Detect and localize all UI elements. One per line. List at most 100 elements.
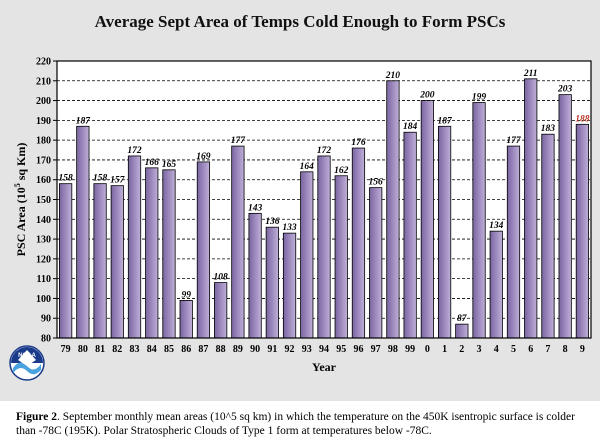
bar bbox=[231, 145, 245, 339]
bar bbox=[455, 323, 469, 339]
bar-value-label: 134 bbox=[489, 221, 504, 231]
x-tick-label: 90 bbox=[250, 344, 260, 355]
x-tick-label: 85 bbox=[164, 344, 174, 355]
bar bbox=[403, 131, 417, 339]
x-tick-label: 9 bbox=[580, 344, 585, 355]
bar bbox=[214, 282, 228, 339]
bar bbox=[524, 78, 538, 339]
x-tick-label: 95 bbox=[336, 344, 346, 355]
x-tick-label: 97 bbox=[371, 344, 381, 355]
bar bbox=[196, 161, 211, 339]
bar-value-label: 176 bbox=[351, 138, 366, 148]
bar-value-label: 211 bbox=[523, 69, 538, 79]
x-axis-label: Year bbox=[312, 360, 337, 374]
bar-value-label: 136 bbox=[265, 217, 280, 227]
bar-value-label: 199 bbox=[472, 93, 487, 103]
bar bbox=[110, 185, 124, 339]
bar-value-label: 133 bbox=[282, 223, 297, 233]
caption-text: . September monthly mean areas (10^5 sq … bbox=[16, 411, 575, 437]
bar-value-label: 158 bbox=[58, 174, 73, 184]
y-tick-label: 150 bbox=[36, 195, 51, 206]
y-axis-label-part: PSC Area (10 bbox=[14, 187, 28, 256]
x-tick-label: 94 bbox=[319, 344, 329, 355]
bar bbox=[145, 167, 159, 339]
y-tick-label: 210 bbox=[36, 76, 51, 87]
bar-value-label: 165 bbox=[162, 160, 177, 170]
bar bbox=[420, 100, 434, 339]
chart-plot: 8090100110120130140150160170180190200210… bbox=[9, 57, 592, 381]
bar bbox=[506, 145, 521, 339]
bar-value-label: 203 bbox=[557, 85, 573, 95]
x-tick-label: 8 bbox=[563, 344, 568, 355]
x-tick-label: 99 bbox=[405, 344, 415, 355]
x-tick-label: 4 bbox=[494, 344, 499, 355]
x-tick-label: 96 bbox=[353, 344, 363, 355]
bar bbox=[317, 155, 331, 339]
bar bbox=[179, 300, 193, 339]
bar bbox=[300, 171, 314, 339]
bar bbox=[437, 125, 452, 339]
bar bbox=[575, 123, 589, 339]
bar-value-label: 108 bbox=[214, 273, 229, 283]
noaa-logo: NOAA bbox=[9, 345, 45, 381]
y-axis-label-part: sq Km) bbox=[14, 143, 28, 184]
bar bbox=[369, 187, 383, 339]
bar-value-label: 99 bbox=[181, 290, 191, 300]
bar-value-label: 143 bbox=[248, 203, 263, 213]
x-tick-label: 98 bbox=[388, 344, 398, 355]
x-tick-label: 6 bbox=[528, 344, 533, 355]
bar-value-label: 166 bbox=[145, 158, 160, 168]
bar-value-label: 177 bbox=[506, 136, 522, 146]
x-tick-label: 3 bbox=[477, 344, 482, 355]
y-tick-label: 130 bbox=[36, 235, 51, 246]
bar-value-label: 187 bbox=[76, 116, 92, 126]
bar bbox=[489, 230, 503, 339]
x-tick-label: 92 bbox=[285, 344, 295, 355]
y-tick-label: 190 bbox=[36, 116, 51, 127]
x-tick-label: 89 bbox=[233, 344, 243, 355]
bar bbox=[93, 183, 107, 339]
bar bbox=[127, 155, 142, 339]
x-tick-label: 86 bbox=[181, 344, 191, 355]
x-tick-label: 1 bbox=[442, 344, 447, 355]
x-tick-label: 79 bbox=[61, 344, 71, 355]
bar-value-label: 164 bbox=[300, 162, 315, 172]
bar bbox=[76, 125, 90, 339]
y-tick-label: 180 bbox=[36, 136, 51, 147]
bar bbox=[558, 94, 572, 339]
y-tick-label: 100 bbox=[36, 294, 51, 305]
x-tick-label: 7 bbox=[545, 344, 550, 355]
bar-value-label: 162 bbox=[334, 166, 349, 176]
bar-value-label: 210 bbox=[385, 71, 401, 81]
y-axis-label-part: 5 bbox=[13, 183, 22, 187]
bar bbox=[351, 147, 366, 339]
y-tick-label: 170 bbox=[36, 155, 51, 166]
bar bbox=[162, 169, 176, 339]
x-tick-label: 84 bbox=[147, 344, 157, 355]
bar-value-label: 158 bbox=[93, 174, 108, 184]
x-tick-label: 5 bbox=[511, 344, 516, 355]
bar bbox=[248, 212, 262, 339]
x-tick-label: 0 bbox=[425, 344, 430, 355]
bar bbox=[282, 232, 297, 339]
y-tick-label: 140 bbox=[36, 215, 51, 226]
x-tick-label: 93 bbox=[302, 344, 312, 355]
y-tick-label: 120 bbox=[36, 254, 51, 265]
y-tick-label: 90 bbox=[41, 314, 51, 325]
plot-frame bbox=[56, 60, 592, 339]
bar-value-label: 184 bbox=[403, 122, 418, 132]
x-tick-label: 82 bbox=[112, 344, 122, 355]
chart-title: Average Sept Area of Temps Cold Enough t… bbox=[94, 12, 506, 31]
bar bbox=[59, 183, 73, 339]
x-tick-label: 88 bbox=[216, 344, 226, 355]
y-axis-label: PSC Area (105 sq Km) bbox=[13, 143, 28, 257]
bar-value-label: 172 bbox=[317, 146, 332, 156]
bar bbox=[334, 175, 348, 339]
x-tick-label: 80 bbox=[78, 344, 88, 355]
bar bbox=[265, 226, 279, 339]
bar-value-label: 187 bbox=[437, 116, 453, 126]
bar bbox=[541, 133, 555, 339]
y-tick-label: 110 bbox=[37, 274, 51, 285]
x-tick-label: 81 bbox=[95, 344, 105, 355]
bar-value-label: 177 bbox=[231, 136, 247, 146]
